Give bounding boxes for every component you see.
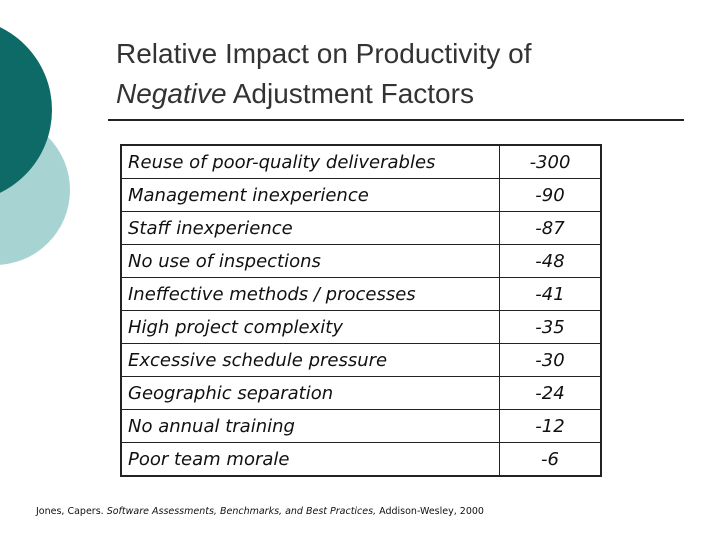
table-row: Excessive schedule pressure -30: [120, 343, 602, 377]
factor-table: Reuse of poor-quality deliverables -300 Ma…: [120, 144, 602, 477]
factor-name: Management inexperience: [120, 178, 500, 212]
factor-impact: -24: [499, 376, 602, 410]
factor-name: Geographic separation: [120, 376, 500, 410]
factor-name: Excessive schedule pressure: [120, 343, 500, 377]
factor-impact: -35: [499, 310, 602, 344]
factor-impact: -87: [499, 211, 602, 245]
factor-name: High project complexity: [120, 310, 500, 344]
citation-author: Jones, Capers.: [36, 506, 104, 517]
factor-impact: -6: [499, 442, 602, 477]
factor-name: Ineffective methods / processes: [120, 277, 500, 311]
table-row: High project complexity -35: [120, 310, 602, 344]
factor-impact: -300: [499, 144, 602, 179]
table-row: No annual training -12: [120, 409, 602, 443]
table-row: Management inexperience -90: [120, 178, 602, 212]
dark-circle: [0, 27, 52, 193]
title-rest: Adjustment Factors: [232, 78, 474, 109]
factor-name: Reuse of poor-quality deliverables: [120, 144, 500, 179]
factor-name: No use of inspections: [120, 244, 500, 278]
factor-impact: -41: [499, 277, 602, 311]
citation-work: Software Assessments, Benchmarks, and Be…: [106, 506, 377, 517]
factor-impact: -48: [499, 244, 602, 278]
table-row: Reuse of poor-quality deliverables -300: [120, 144, 602, 179]
factor-name: Poor team morale: [120, 442, 500, 477]
table-row: Ineffective methods / processes -41: [120, 277, 602, 311]
table-row: No use of inspections -48: [120, 244, 602, 278]
factor-impact: -30: [499, 343, 602, 377]
title-line: Negative Adjustment Factors: [116, 74, 532, 114]
citation-publisher: Addison-Wesley, 2000: [379, 506, 484, 517]
decoration: [0, 27, 70, 265]
table-row: Poor team morale -6: [120, 442, 602, 477]
factor-name: No annual training: [120, 409, 500, 443]
title-rule: [108, 119, 684, 121]
factor-name: Staff inexperience: [120, 211, 500, 245]
factor-impact: -12: [499, 409, 602, 443]
table-row: Staff inexperience -87: [120, 211, 602, 245]
title-emphasis: Negative: [116, 78, 227, 109]
citation: Jones, Capers. Software Assessments, Ben…: [36, 506, 484, 517]
title: Relative Impact on Productivity of Negat…: [116, 34, 532, 114]
title-line: Relative Impact on Productivity of: [116, 38, 532, 69]
factor-impact: -90: [499, 178, 602, 212]
table-row: Geographic separation -24: [120, 376, 602, 410]
